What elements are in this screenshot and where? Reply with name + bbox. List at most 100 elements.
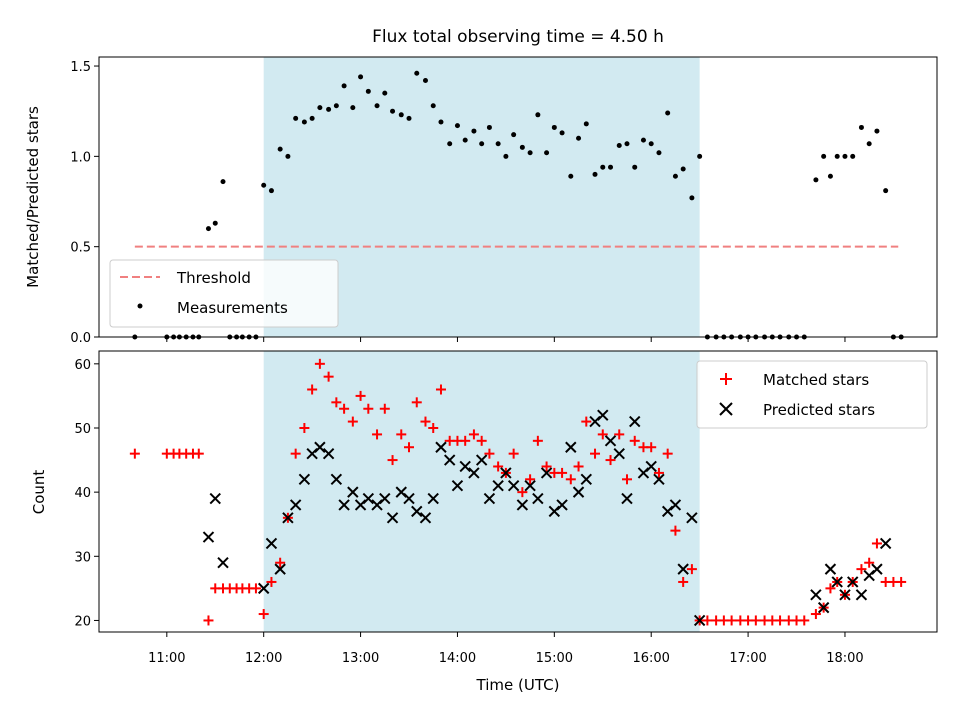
measurement-point xyxy=(858,124,864,130)
measurement-point xyxy=(454,123,460,129)
bottom-panel-y-axis-label: Count xyxy=(30,470,48,515)
predicted-star-b xyxy=(419,512,432,524)
predicted-star-point xyxy=(653,473,665,486)
matched-star-point xyxy=(404,442,415,453)
measurement-point xyxy=(503,153,509,159)
measurement-point xyxy=(486,124,492,130)
matched-star-point xyxy=(678,576,689,587)
predicted-star-point xyxy=(677,563,689,575)
matched-star-point xyxy=(347,416,358,427)
predicted-star-b xyxy=(645,460,657,473)
matched-star-point xyxy=(702,615,713,626)
measurement-point xyxy=(365,88,371,94)
predicted-star-point xyxy=(500,467,512,479)
predicted-star-b xyxy=(871,563,883,575)
measurement-point xyxy=(600,164,606,170)
predicted-star-point xyxy=(540,467,553,479)
legend-measurements-label: Measurements xyxy=(177,299,288,317)
predicted-star-point xyxy=(565,441,577,453)
bottom-panel-x-ticks: 11:00 12:00 13:00 14:00 15:00 16:00 17:00 18:00 xyxy=(148,632,864,666)
matched-star-point xyxy=(629,435,640,446)
legend-matched-label: Matched stars xyxy=(763,371,869,389)
measurement-point xyxy=(220,179,226,185)
predicted-star-point xyxy=(871,563,883,575)
predicted-star-point xyxy=(532,492,544,505)
bottom-panel-frame xyxy=(98,350,938,633)
predicted-star-b xyxy=(289,499,302,511)
measurement-point xyxy=(624,141,630,147)
predicted-star-b xyxy=(621,492,633,505)
predicted-star-b xyxy=(475,454,488,466)
predicted-star-point xyxy=(274,563,286,575)
bottom-y-tick-label: 50 xyxy=(74,422,91,437)
predicted-star-b xyxy=(330,473,343,486)
top-y-tick-label: 0.0 xyxy=(70,331,91,346)
matched-star-point xyxy=(363,403,374,414)
predicted-star-point xyxy=(572,486,585,498)
measurement-point xyxy=(398,112,404,118)
top-y-tick-label: 0.5 xyxy=(70,241,91,256)
predicted-star-b xyxy=(604,435,617,447)
predicted-star-b xyxy=(217,557,229,569)
measurement-point xyxy=(672,173,678,179)
matched-star-point xyxy=(605,455,616,466)
predicted-star-b xyxy=(386,512,399,524)
measurement-point xyxy=(544,150,550,156)
measurement-point xyxy=(568,173,574,179)
top-y-tick-label: 1.0 xyxy=(70,150,91,165)
measurement-point xyxy=(842,153,848,159)
predicted-star-point xyxy=(202,531,215,543)
measurement-point xyxy=(390,108,396,114)
predicted-star-b xyxy=(443,454,456,466)
measurement-point xyxy=(576,135,582,141)
predicted-star-b xyxy=(847,576,859,588)
matched-star-point xyxy=(411,397,422,408)
measurement-point xyxy=(205,226,211,232)
matched-star-point xyxy=(203,615,214,626)
measurement-point xyxy=(495,141,501,147)
predicted-star-point xyxy=(580,473,593,486)
measurement-point xyxy=(326,106,332,112)
predicted-star-point xyxy=(556,499,568,511)
predicted-star-point xyxy=(265,537,278,550)
matched-star-point xyxy=(532,435,543,446)
x-tick-label: 18:00 xyxy=(826,651,863,666)
top-legend-box xyxy=(109,259,339,328)
bottom-panel: 20 30 40 50 60 11:00 12:00 13:00 14:00 15:00 16:0… xyxy=(30,350,938,694)
predicted-star-b xyxy=(817,601,830,614)
predicted-star-point xyxy=(855,589,868,601)
matched-star-point xyxy=(825,583,836,594)
matched-star-point xyxy=(396,429,407,440)
predicted-star-point xyxy=(492,480,504,492)
measurement-point xyxy=(333,103,339,109)
predicted-star-b xyxy=(362,492,375,505)
matched-star-point xyxy=(331,397,342,408)
x-tick-label: 14:00 xyxy=(439,651,476,666)
matched-star-point xyxy=(864,557,875,568)
x-tick-label: 17:00 xyxy=(729,651,766,666)
predicted-star-point xyxy=(597,409,609,421)
matched-star-point xyxy=(379,403,390,414)
matched-star-point xyxy=(275,557,286,568)
predicted-star-b xyxy=(629,415,641,428)
predicted-star-b xyxy=(468,467,480,479)
predicted-star-point xyxy=(839,589,851,601)
top-panel-y-ticks: 0.0 0.5 1.0 1.5 xyxy=(70,60,99,346)
matched-star-point xyxy=(896,576,907,587)
measurement-point xyxy=(277,146,283,152)
bottom-y-tick-label: 20 xyxy=(74,614,91,629)
predicted-star-b xyxy=(298,473,311,486)
matched-star-point xyxy=(428,422,439,433)
predicted-star-b xyxy=(347,486,359,498)
predicted-star-b xyxy=(338,499,350,511)
predicted-star-point xyxy=(847,576,859,588)
matched-star-point xyxy=(750,615,761,626)
measurement-point xyxy=(583,121,589,127)
legend-measurements-swatch xyxy=(137,303,143,309)
predicted-star-point xyxy=(386,512,399,524)
matched-star-point xyxy=(573,461,584,472)
measurement-point xyxy=(665,110,671,116)
matched-star-point xyxy=(590,448,601,459)
top-y-tick-label: 1.5 xyxy=(70,60,91,75)
measurement-point xyxy=(447,141,453,147)
